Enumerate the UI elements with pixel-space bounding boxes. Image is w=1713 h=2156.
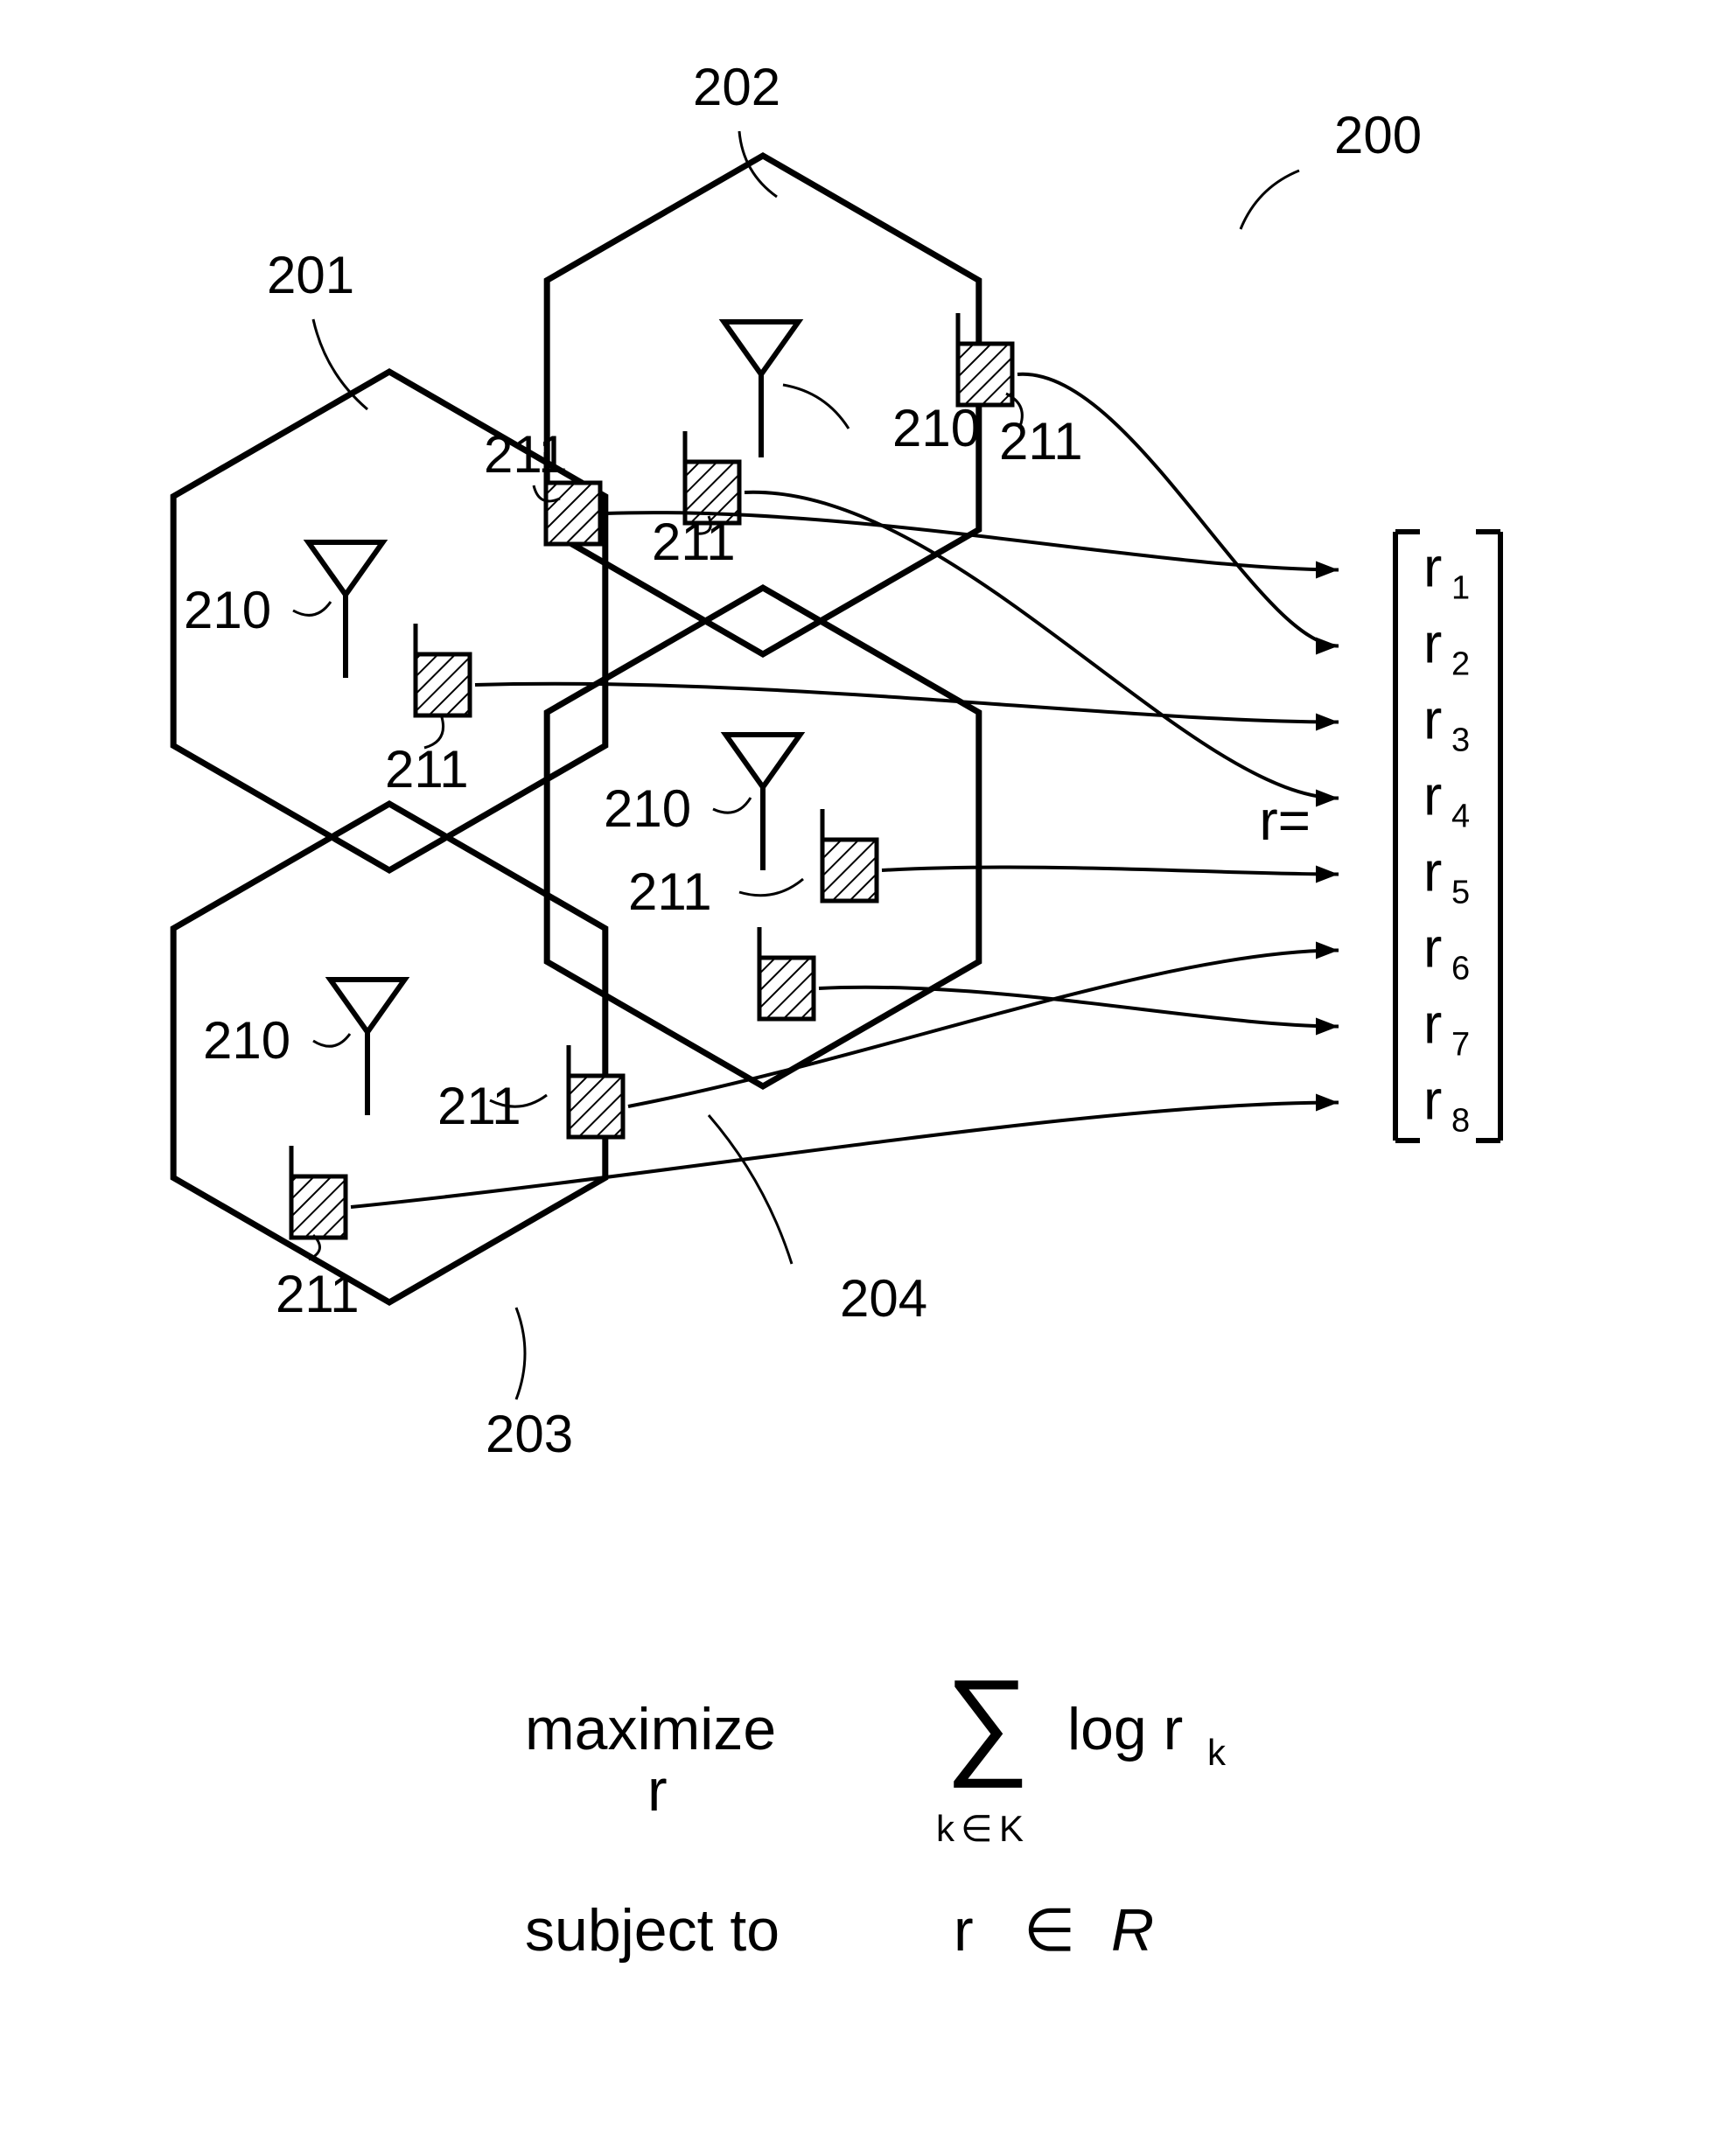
antenna-label: 210	[203, 1011, 290, 1070]
antenna-label: 210	[892, 399, 980, 457]
svg-text:∈: ∈	[961, 1808, 993, 1849]
vector-entry: r	[1423, 993, 1442, 1056]
cell-label: 202	[693, 58, 780, 116]
mapping-arrow	[628, 951, 1339, 1107]
math-maximize: maximize	[525, 1696, 776, 1762]
vector-entry: r	[1423, 917, 1442, 980]
phone-icon-7	[569, 1045, 623, 1137]
math-constraint-R: R	[1111, 1897, 1154, 1964]
phone-label: 211	[484, 425, 568, 484]
vector-entry-sub: 5	[1451, 875, 1470, 911]
math-sigma: ∑	[945, 1655, 1030, 1788]
vector-entry: r	[1423, 841, 1442, 904]
antenna-icon	[309, 542, 383, 678]
vector-entry-sub: 1	[1451, 570, 1470, 607]
math-subject-to: subject to	[525, 1897, 780, 1964]
svg-text:K: K	[999, 1808, 1024, 1849]
mapping-arrow	[882, 867, 1339, 874]
phone-label: 211	[385, 740, 469, 799]
vector-entry-sub: 7	[1451, 1027, 1470, 1064]
math-maximize-var: r	[647, 1757, 668, 1824]
svg-text:k: k	[936, 1808, 955, 1849]
vector-entry-sub: 3	[1451, 722, 1470, 759]
antenna-icon	[724, 322, 799, 457]
antenna-icon	[331, 980, 405, 1115]
math-log-rk: log r	[1067, 1696, 1183, 1762]
figure-label: 200	[1334, 106, 1422, 164]
math-constraint-in: ∈	[1024, 1897, 1075, 1964]
vector-entry: r	[1423, 764, 1442, 827]
cell-label: 204	[840, 1269, 927, 1328]
phone-icon-5	[822, 809, 877, 901]
phone-icon-8	[291, 1146, 346, 1238]
math-log-rk-sub: k	[1207, 1732, 1227, 1773]
vector-entry: r	[1423, 1069, 1442, 1132]
cell-label: 201	[267, 246, 354, 304]
phone-icon-2	[416, 624, 470, 715]
phone-icon-4	[685, 431, 739, 523]
phone-icon-3	[958, 313, 1012, 405]
antenna-icon	[726, 735, 801, 870]
antenna-label: 210	[604, 779, 691, 838]
phone-label: 211	[652, 513, 736, 571]
vector-entry-sub: 4	[1451, 799, 1470, 835]
vector-equals: r=	[1259, 789, 1311, 852]
phone-label: 211	[999, 412, 1083, 471]
cell-label: 203	[486, 1405, 573, 1463]
math-constraint-r: r	[954, 1897, 974, 1964]
mapping-arrow	[745, 492, 1339, 799]
antenna-label: 210	[184, 581, 271, 639]
vector-entry: r	[1423, 536, 1442, 599]
vector-entry-sub: 6	[1451, 951, 1470, 987]
vector-entry: r	[1423, 612, 1442, 675]
vector-entry-sub: 8	[1451, 1103, 1470, 1140]
vector-entry: r	[1423, 688, 1442, 751]
vector-entry-sub: 2	[1451, 646, 1470, 683]
phone-label: 211	[276, 1265, 360, 1323]
phone-icon-6	[759, 927, 814, 1019]
phone-label: 211	[628, 862, 712, 921]
math-sigma-sub: k∈K	[936, 1808, 1024, 1849]
